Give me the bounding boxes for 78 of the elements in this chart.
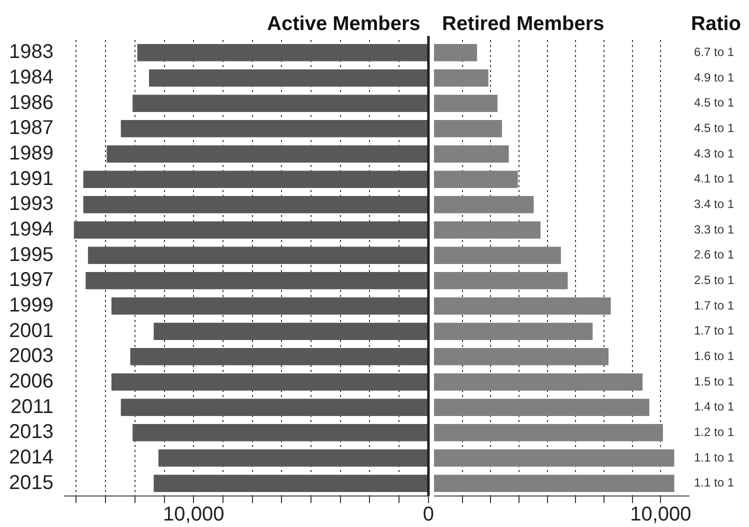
y-tick-label: 1999 (8, 294, 54, 317)
text: 4.9 to 1 (694, 70, 734, 84)
bar (120, 120, 428, 138)
y-tick-label: 2001 (8, 320, 54, 342)
text: 4.3 to 1 (694, 146, 734, 160)
bar (83, 170, 428, 188)
bar (120, 398, 428, 416)
bar (86, 272, 428, 290)
text: 1.1 to 1 (694, 476, 734, 490)
bar (434, 449, 674, 467)
text: 1.5 to 1 (694, 374, 734, 388)
y-tick-label: 1994 (8, 218, 54, 241)
text: 6.7 to 1 (694, 44, 734, 59)
text: 1.7 to 1 (694, 324, 734, 338)
bar (434, 196, 534, 214)
y-tick-label: 2011 (10, 396, 54, 418)
text: 1.4 to 1 (694, 400, 734, 414)
bar (434, 44, 478, 62)
y-tick-label: 2006 (8, 370, 54, 393)
bar (434, 474, 674, 492)
bar (149, 69, 428, 87)
bar (434, 348, 609, 366)
bar (111, 297, 428, 315)
x-tick-label: 0 (422, 504, 434, 526)
x-tick-label: 10,000 (630, 504, 692, 526)
y-tick-label: 1995 (8, 244, 54, 266)
y-tick-label: 1991 (8, 168, 54, 190)
y-tick-label: 2003 (8, 345, 54, 368)
bar (132, 424, 428, 442)
text: 1.2 to 1 (694, 424, 734, 439)
y-tick-label: 1986 (8, 92, 54, 114)
bar (434, 221, 541, 239)
bar (434, 120, 502, 138)
y-tick-label: 1983 (8, 41, 54, 64)
y-tick-label: 1997 (8, 269, 54, 292)
bar (111, 373, 428, 391)
text: 4.5 to 1 (694, 96, 734, 110)
text: 1.7 to 1 (694, 298, 734, 312)
bar (434, 246, 561, 264)
bar (74, 221, 428, 239)
bar (434, 170, 518, 188)
text: 4.1 to 1 (694, 172, 734, 186)
bar (434, 322, 593, 340)
bar (83, 196, 428, 214)
bar (158, 449, 428, 467)
text: Ratio (691, 13, 741, 35)
x-tick-label: 10,000 (163, 504, 224, 526)
text: 1.1 to 1 (694, 450, 734, 464)
bar (434, 297, 611, 315)
y-tick-label: 1984 (8, 66, 54, 89)
bar (434, 373, 643, 391)
bar (434, 145, 509, 163)
bar (132, 94, 428, 112)
text: 1.6 to 1 (694, 348, 734, 363)
bar (88, 246, 428, 264)
text: 3.3 to 1 (694, 222, 734, 236)
bar (154, 322, 428, 340)
y-tick-label: 2015 (8, 472, 54, 494)
text: 3.4 to 1 (694, 196, 734, 211)
bar (434, 69, 488, 87)
bar (434, 94, 498, 112)
y-tick-label: 2013 (8, 421, 54, 444)
bar (137, 44, 428, 62)
bar (154, 474, 428, 492)
bar (434, 424, 663, 442)
y-tick-label: 1989 (8, 142, 54, 165)
text: 2.6 to 1 (694, 248, 734, 262)
text: 2.5 to 1 (694, 272, 734, 287)
y-tick-label: 1993 (8, 193, 54, 216)
bar (434, 398, 650, 416)
text: 4.5 to 1 (694, 120, 734, 135)
y-tick-label: 2014 (8, 446, 54, 469)
bar (130, 348, 428, 366)
bar (434, 272, 568, 290)
bar (106, 145, 428, 163)
y-tick-label: 1987 (8, 117, 54, 140)
series-label: Retired Members (442, 13, 604, 35)
series-label: Active Members (267, 13, 420, 35)
